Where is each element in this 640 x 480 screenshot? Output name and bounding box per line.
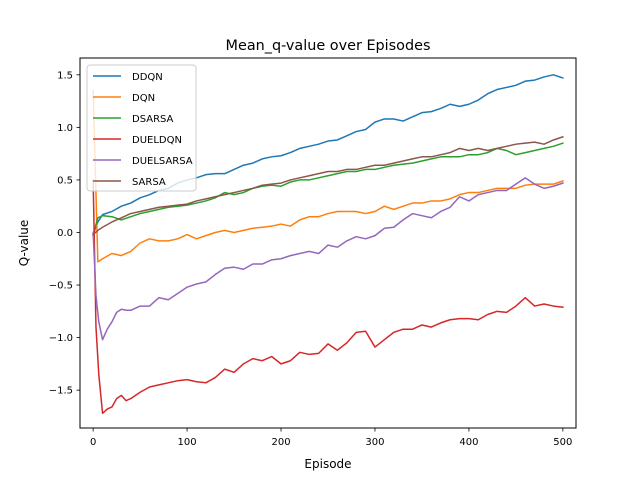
legend-label-dqn: DQN (132, 93, 155, 104)
legend-label-sarsa: SARSA (132, 177, 166, 188)
y-axis-label: Q-value (17, 220, 31, 267)
series-line-duelsarsa (92, 177, 564, 341)
series-line-dsarsa (92, 142, 564, 236)
legend: DDQN DQN DSARSA DUELDQN DUELSARSA SARSA (86, 64, 197, 192)
y-tick-label: 0.0 (57, 228, 73, 239)
x-tick-label: 500 (553, 437, 572, 448)
series-line-dqn (92, 89, 564, 263)
y-tick-label: −1.0 (49, 333, 73, 344)
legend-label-ddqn: DDQN (132, 72, 163, 83)
x-tick-label: 200 (271, 437, 290, 448)
legend-label-dueldqn: DUELDQN (132, 135, 182, 146)
x-tick-label: 300 (365, 437, 384, 448)
legend-label-duelsarsa: DUELSARSA (132, 156, 193, 167)
chart-title: Mean_q-value over Episodes (226, 38, 431, 54)
legend-label-dsarsa: DSARSA (132, 114, 174, 125)
x-tick-label: 100 (178, 437, 197, 448)
x-tick-label: 400 (459, 437, 478, 448)
series-line-dueldqn (92, 179, 564, 415)
y-tick-label: 1.0 (57, 123, 73, 134)
y-tick-label: −0.5 (49, 281, 73, 292)
plot-area-frame (79, 57, 577, 429)
x-axis-label: Episode (304, 457, 351, 471)
series-line-sarsa (92, 135, 564, 236)
y-tick-label: 1.5 (57, 70, 73, 81)
y-tick-label: −1.5 (49, 386, 73, 397)
y-axis-ticks: −1.5 −1.0 −0.5 0.0 0.5 1.0 1.5 (49, 70, 80, 397)
x-axis-ticks: 0 100 200 300 400 500 (90, 428, 572, 448)
x-tick-label: 0 (90, 437, 96, 448)
y-tick-label: 0.5 (57, 175, 73, 186)
legend-box (86, 64, 197, 192)
